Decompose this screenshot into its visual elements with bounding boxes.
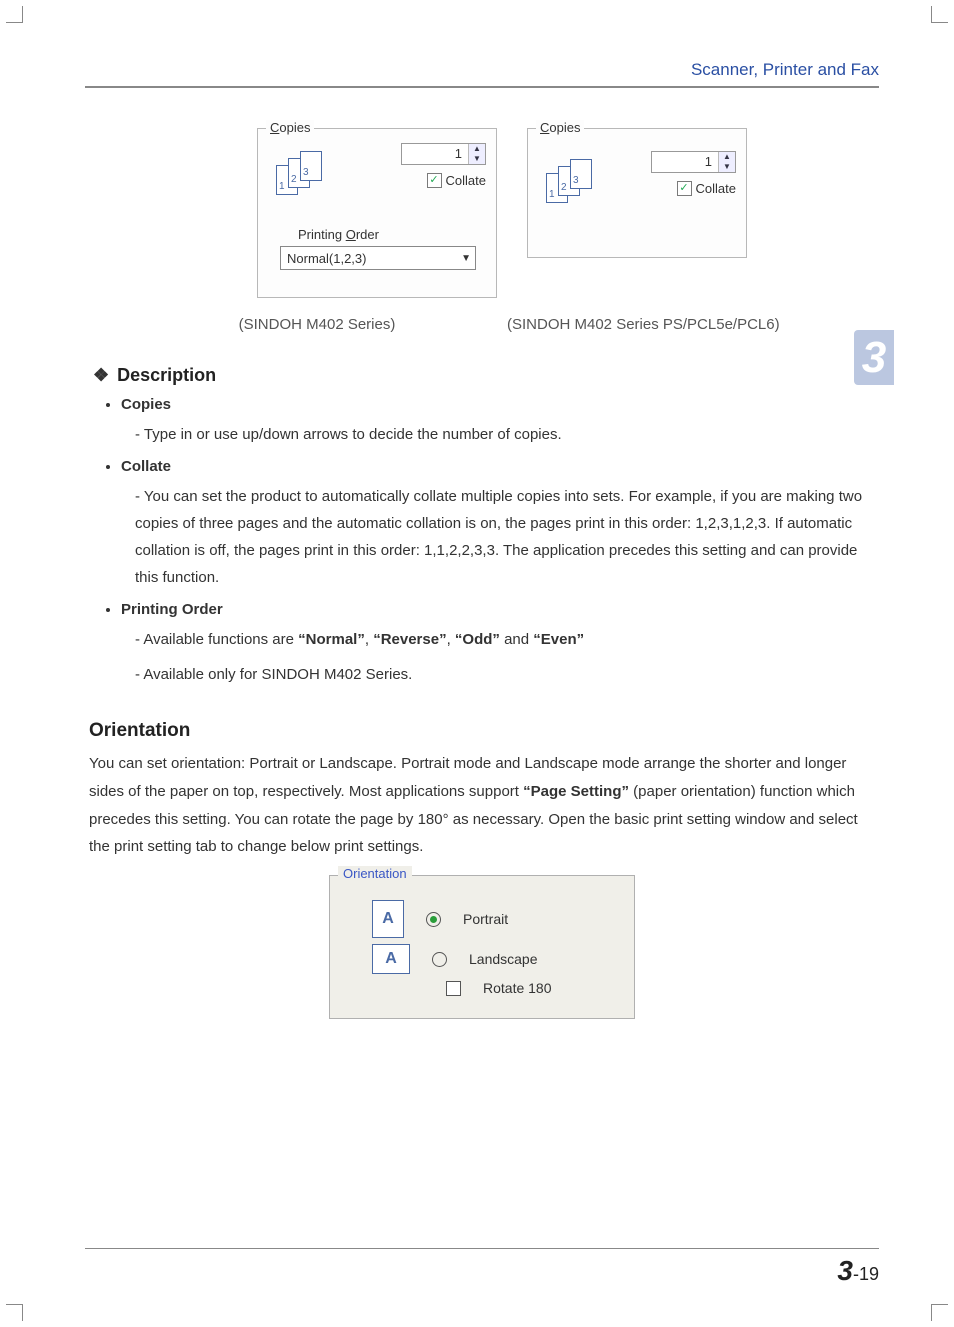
- diamond-icon: ❖: [93, 365, 109, 386]
- collated-pages-icon: 1 2 3: [276, 151, 336, 211]
- collate-checkbox-row[interactable]: ✓ Collate: [401, 173, 486, 188]
- crop-mark: [6, 6, 23, 23]
- spinner-down-icon[interactable]: ▼: [719, 162, 735, 172]
- checkbox-icon: ✓: [427, 173, 442, 188]
- list-item: Printing Order - Available functions are…: [121, 601, 879, 688]
- crop-mark: [931, 6, 948, 23]
- collated-pages-icon: 1 2 3: [546, 159, 606, 219]
- groupbox-legend: Copies: [266, 120, 314, 135]
- crop-mark: [6, 1304, 23, 1321]
- checkbox-icon: [446, 981, 461, 996]
- list-item: Copies - Type in or use up/down arrows t…: [121, 396, 879, 448]
- orientation-heading: Orientation: [89, 720, 879, 742]
- spinner-up-icon[interactable]: ▲: [469, 144, 485, 154]
- copies-spinner[interactable]: 1 ▲▼: [651, 151, 736, 173]
- checkbox-icon: ✓: [677, 181, 692, 196]
- caption-right: (SINDOH M402 Series PS/PCL5e/PCL6): [507, 316, 807, 333]
- chapter-tab: 3: [854, 330, 894, 385]
- page: Scanner, Printer and Fax 3 Copies 1 2 3 …: [0, 0, 954, 1327]
- spinner-down-icon[interactable]: ▼: [469, 154, 485, 164]
- crop-mark: [931, 1304, 948, 1321]
- collate-checkbox-row[interactable]: ✓ Collate: [651, 181, 736, 196]
- caption-left: (SINDOH M402 Series): [197, 316, 437, 333]
- portrait-option[interactable]: A Portrait: [372, 900, 622, 938]
- groupbox-legend: Copies: [536, 120, 584, 135]
- figure-captions: (SINDOH M402 Series) (SINDOH M402 Series…: [125, 316, 879, 333]
- printing-order-dropdown[interactable]: Normal(1,2,3)▼: [280, 246, 476, 270]
- radio-icon: [426, 912, 441, 927]
- description-heading: ❖ Description: [93, 365, 879, 386]
- landscape-thumb-icon: A: [372, 944, 410, 974]
- printing-order-label: Printing Order: [298, 227, 486, 242]
- list-item: Collate - You can set the product to aut…: [121, 458, 879, 591]
- description-list: Copies - Type in or use up/down arrows t…: [121, 396, 879, 688]
- orientation-body: You can set orientation: Portrait or Lan…: [89, 750, 879, 861]
- radio-icon: [432, 952, 447, 967]
- page-footer: 3-19: [85, 1248, 879, 1287]
- copies-groupbox-right: Copies 1 2 3 1 ▲▼ ✓ Collate: [527, 128, 747, 258]
- rotate-180-option[interactable]: Rotate 180: [446, 980, 622, 996]
- copies-spinner[interactable]: 1 ▲▼: [401, 143, 486, 165]
- landscape-option[interactable]: A Landscape: [372, 944, 622, 974]
- page-header: Scanner, Printer and Fax: [85, 60, 879, 88]
- chevron-down-icon: ▼: [461, 253, 471, 264]
- portrait-thumb-icon: A: [372, 900, 404, 938]
- spinner-up-icon[interactable]: ▲: [719, 152, 735, 162]
- orientation-groupbox: Orientation A Portrait A Landscape Rotat…: [329, 875, 635, 1019]
- copies-figures-row: Copies 1 2 3 1 ▲▼ ✓ Collate: [85, 128, 879, 298]
- groupbox-legend: Orientation: [338, 866, 412, 881]
- copies-groupbox-left: Copies 1 2 3 1 ▲▼ ✓ Collate: [257, 128, 497, 298]
